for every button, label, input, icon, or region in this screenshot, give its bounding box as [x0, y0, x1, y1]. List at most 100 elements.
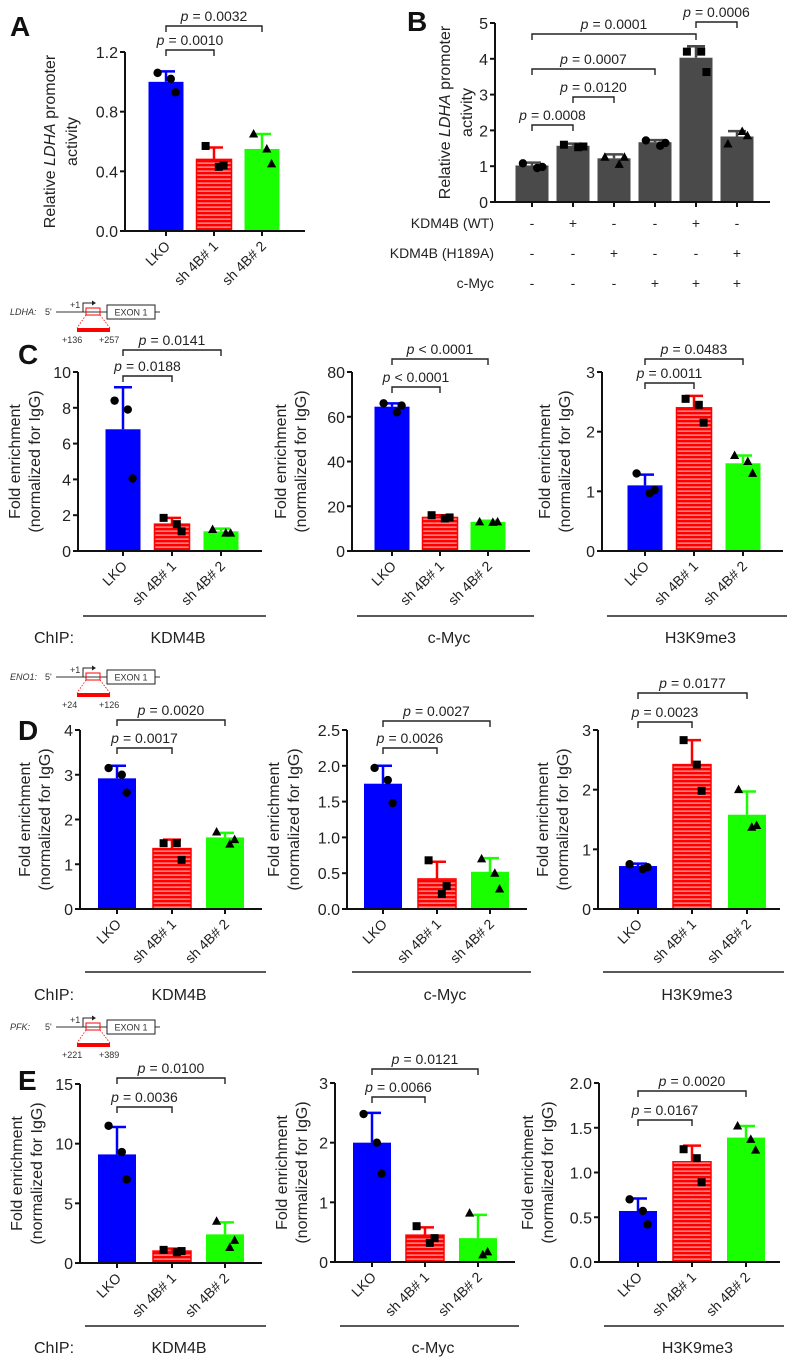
y-axis-label-part: Relative	[437, 137, 454, 199]
exon-box	[106, 1019, 156, 1035]
x-category-label: sh 4B# 2	[182, 1270, 233, 1321]
condition-sign: -	[735, 215, 740, 231]
y-axis-label: activity	[459, 88, 476, 137]
tss-arrow-icon	[82, 1017, 93, 1027]
y-axis-label: Fold enrichment	[7, 404, 24, 519]
y-axis-label: Relative LDHA promoter	[437, 25, 454, 199]
y-tick-label: 10	[55, 1137, 73, 1154]
chart-d1: 0 1 2 3 4 Fold enrichment (normalized for IgG)…	[17, 702, 266, 1004]
data-point-triangle	[477, 853, 487, 863]
significance-bracket: p = 0.0010	[156, 32, 224, 56]
p-value-label: p < 0.0001	[382, 369, 450, 385]
y-tick-label: 40	[327, 455, 345, 472]
p-value-label: p = 0.0141	[138, 332, 206, 348]
chart-e3: 0.0 0.5 1.0 1.5 2.0 Fold enrichment (normalize…	[520, 1073, 784, 1357]
data-point-triangle	[742, 130, 752, 140]
p-value-label: p = 0.0100	[137, 1060, 205, 1076]
bar-group	[148, 68, 184, 231]
bracket-line	[122, 349, 222, 356]
bar-group	[152, 838, 192, 910]
region-start-label: +136	[62, 335, 82, 345]
y-tick-label: 6	[62, 437, 71, 454]
chart-c2: 0 20 40 60 80 Fold enrichment (normalized for …	[273, 341, 534, 647]
chip-row-label: ChIP:	[34, 630, 74, 647]
bar	[515, 165, 549, 202]
chip-target-label: KDM4B	[151, 1340, 206, 1357]
chip-row-label: ChIP:	[34, 987, 74, 1004]
p-value: = 0.0020	[670, 1073, 725, 1089]
region-end-label: +126	[99, 700, 119, 710]
y-tick-label: 0	[64, 902, 73, 919]
p-value-label: p = 0.0017	[110, 730, 178, 746]
data-point-circle	[117, 1147, 127, 1157]
y-axis-label: (normalized for IgG)	[294, 1101, 311, 1243]
data-point-triangle	[230, 1235, 240, 1244]
bar	[105, 429, 141, 551]
bar	[459, 1238, 497, 1262]
bar-group	[672, 736, 712, 910]
y-tick-label: 0.4	[96, 164, 118, 181]
data-point-circle	[128, 474, 137, 483]
data-point-square	[219, 161, 228, 170]
panel-letter-c: C	[18, 339, 38, 370]
bar	[98, 778, 136, 909]
data-point-square	[699, 418, 708, 427]
data-point-square	[442, 882, 451, 891]
region-start-label: +221	[62, 1050, 82, 1060]
significance-bracket: p = 0.0100	[116, 1060, 226, 1084]
data-point-triangle	[743, 456, 753, 465]
data-point-circle	[538, 162, 547, 172]
data-point-square	[679, 1145, 688, 1154]
y-axis-label: (normalized for IgG)	[286, 748, 303, 890]
x-category-label: LKO	[621, 558, 652, 589]
condition-sign: -	[571, 245, 576, 261]
data-point-triangle	[730, 450, 740, 460]
p-value: = 0.0032	[192, 8, 247, 24]
data-point-circle	[171, 88, 180, 97]
data-point-square	[681, 394, 690, 403]
data-point-triangle	[230, 834, 240, 844]
condition-label: KDM4B (WT)	[411, 215, 494, 231]
y-tick-label: 0	[319, 1255, 328, 1272]
bar	[470, 521, 506, 551]
y-tick-label: 4	[64, 723, 73, 740]
y-tick-label: 1	[586, 484, 595, 501]
x-category-label: sh 4B# 1	[397, 558, 448, 609]
bar-group	[244, 129, 280, 231]
bracket-line	[637, 1119, 693, 1126]
amplicon-bar	[77, 1043, 110, 1047]
significance-bracket: p = 0.0006	[682, 4, 750, 28]
significance-bracket: p = 0.0066	[364, 1079, 432, 1103]
y-tick-label: 2	[64, 813, 73, 830]
significance-bracket: p = 0.0007	[531, 51, 656, 75]
data-point-triangle	[600, 152, 610, 161]
bar	[672, 763, 712, 910]
bracket-line	[165, 49, 215, 56]
five-prime-label: 5'	[45, 307, 52, 317]
data-point-circle	[650, 485, 659, 495]
data-point-triangle	[746, 1134, 756, 1143]
bar-group	[153, 513, 191, 552]
bar-group	[675, 394, 713, 552]
p-value: = 0.0026	[388, 730, 443, 746]
p-symbol: p	[113, 358, 122, 374]
p-symbol: p	[518, 107, 527, 123]
zoom-line	[76, 314, 87, 329]
y-axis-label: Fold enrichment	[266, 762, 283, 877]
y-axis-label-part: (normalized for IgG)	[37, 748, 54, 890]
y-tick-label: 2.5	[318, 723, 340, 740]
data-point-square	[574, 143, 583, 152]
y-axis-label-part: (normalized for IgG)	[540, 1101, 557, 1243]
data-point-square	[697, 47, 706, 56]
y-axis-label-part: (normalized for IgG)	[286, 748, 303, 890]
p-symbol: p	[682, 4, 691, 20]
x-category-label: sh 4B# 1	[651, 558, 702, 609]
significance-bracket: p < 0.0001	[382, 369, 450, 393]
x-category-label: sh 4B# 2	[700, 558, 751, 609]
significance-bracket: p = 0.0011	[636, 365, 703, 389]
bracket-line	[644, 382, 695, 389]
x-category-label: sh 4B# 2	[703, 1269, 754, 1320]
p-value-label: p < 0.0001	[406, 341, 474, 357]
condition-sign: +	[692, 275, 700, 291]
